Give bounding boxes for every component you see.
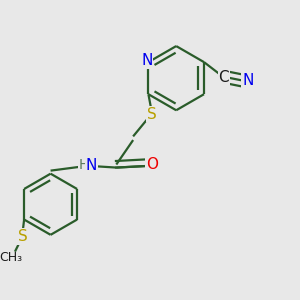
Text: S: S: [18, 229, 28, 244]
Text: CH₃: CH₃: [0, 251, 22, 264]
Text: N: N: [242, 73, 254, 88]
Text: C: C: [219, 70, 229, 85]
Text: S: S: [147, 106, 156, 122]
Text: N: N: [141, 53, 153, 68]
Text: N: N: [85, 158, 97, 173]
Text: H: H: [79, 158, 89, 172]
Text: O: O: [146, 157, 158, 172]
